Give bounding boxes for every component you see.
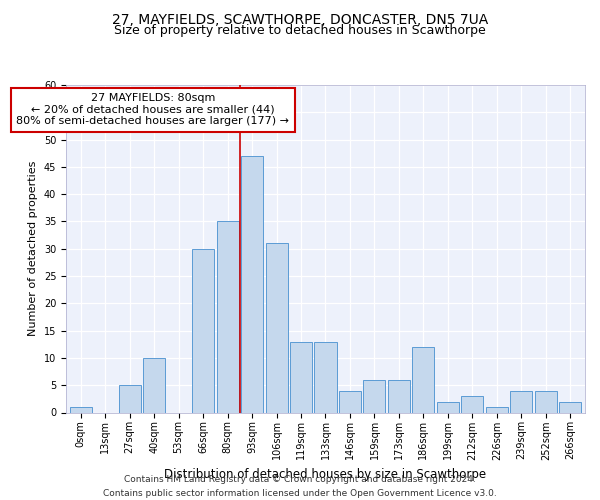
Text: Size of property relative to detached houses in Scawthorpe: Size of property relative to detached ho… [114,24,486,37]
Y-axis label: Number of detached properties: Number of detached properties [28,161,38,336]
Text: 27, MAYFIELDS, SCAWTHORPE, DONCASTER, DN5 7UA: 27, MAYFIELDS, SCAWTHORPE, DONCASTER, DN… [112,12,488,26]
Bar [314,342,337,412]
Bar [241,156,263,412]
Bar [437,402,459,412]
Bar [535,390,557,412]
X-axis label: Distribution of detached houses by size in Scawthorpe: Distribution of detached houses by size … [164,468,487,481]
Bar [143,358,165,412]
Bar [559,402,581,412]
Bar [266,244,287,412]
Bar [339,390,361,412]
Bar [486,407,508,412]
Bar [364,380,385,412]
Bar [119,385,140,412]
Bar [192,248,214,412]
Bar [412,347,434,412]
Bar [217,222,239,412]
Bar [461,396,484,412]
Bar [388,380,410,412]
Bar [511,390,532,412]
Bar [70,407,92,412]
Text: 27 MAYFIELDS: 80sqm
← 20% of detached houses are smaller (44)
80% of semi-detach: 27 MAYFIELDS: 80sqm ← 20% of detached ho… [16,93,289,126]
Bar [290,342,312,412]
Text: Contains HM Land Registry data © Crown copyright and database right 2024.
Contai: Contains HM Land Registry data © Crown c… [103,476,497,498]
